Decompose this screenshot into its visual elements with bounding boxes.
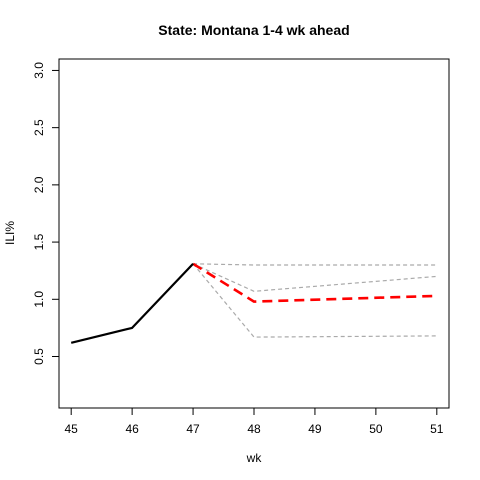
interval-series-line: [192, 263, 437, 292]
y-tick-label: 1.5: [32, 233, 46, 250]
y-axis-label: ILI%: [3, 221, 17, 245]
forecast-series-line: [192, 262, 437, 303]
interval-series-line: [192, 263, 437, 338]
y-axis: 0.5 1.0 1.5 2.0 2.5 3.0: [32, 62, 60, 365]
y-tick-label: 2.5: [32, 119, 46, 136]
x-tick-label: 49: [308, 422, 322, 436]
x-tick-label: 48: [247, 422, 261, 436]
y-tick-label: 2.0: [32, 176, 46, 193]
x-tick-label: 46: [125, 422, 139, 436]
y-tick-label: 0.5: [32, 348, 46, 365]
chart-title: State: Montana 1-4 wk ahead: [158, 22, 349, 38]
x-tick-label: 45: [65, 422, 79, 436]
x-tick-label: 47: [186, 422, 200, 436]
y-tick-label: 1.0: [32, 291, 46, 308]
interval-series-line: [193, 263, 437, 266]
observed-series-line: [70, 263, 194, 344]
plot-box: [58, 58, 450, 409]
y-tick-label: 3.0: [32, 62, 46, 79]
x-tick-label: 51: [430, 422, 444, 436]
x-axis-label: wk: [246, 451, 263, 465]
series-layer: [70, 262, 437, 344]
x-axis: 45 46 47 48 49 50 51: [65, 407, 444, 436]
x-tick-label: 50: [369, 422, 383, 436]
